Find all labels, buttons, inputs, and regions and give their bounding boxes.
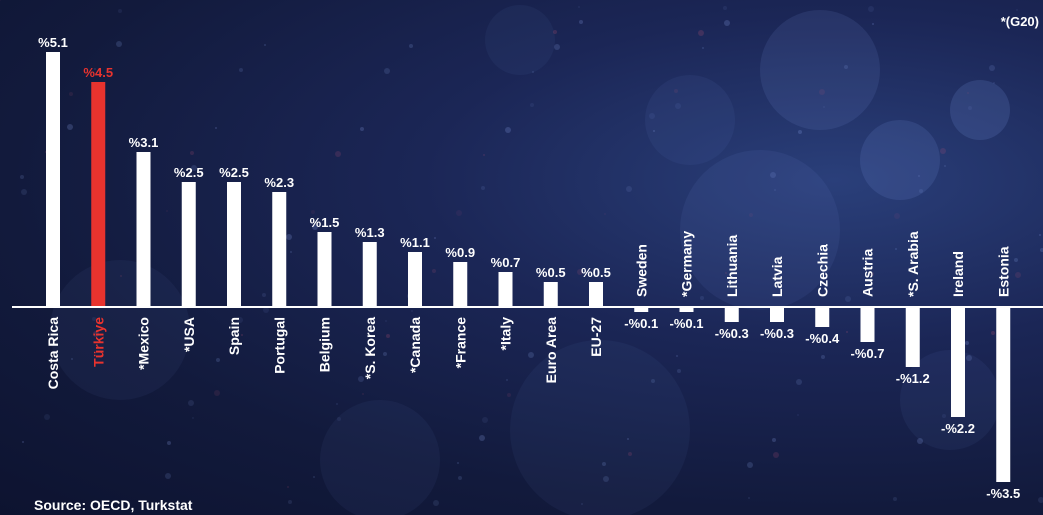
category-label: Costa Rica [45, 317, 61, 390]
bar [408, 252, 422, 307]
bar [181, 182, 196, 307]
bar [770, 307, 784, 322]
value-label: -%0.4 [805, 331, 840, 346]
bar [905, 307, 920, 367]
bar [453, 262, 468, 307]
category-label: *Mexico [136, 317, 152, 370]
bar [136, 152, 151, 307]
value-label: %1.5 [310, 215, 340, 230]
bar [724, 307, 739, 322]
category-label: Türkiye [90, 317, 106, 367]
category-label: Austria [860, 249, 876, 297]
value-label: %2.5 [219, 165, 249, 180]
category-label: *Germany [679, 231, 695, 297]
category-label: *France [452, 317, 468, 369]
bar [498, 272, 513, 307]
category-label: Euro Area [543, 317, 559, 384]
source-note: Source: OECD, Turkstat [34, 497, 193, 513]
category-label: Ireland [950, 251, 966, 297]
bar [679, 307, 694, 312]
value-label: -%3.5 [986, 486, 1020, 501]
bar [362, 242, 377, 307]
category-label: *USA [181, 317, 197, 352]
category-label: *Canada [407, 317, 423, 373]
value-label: %3.1 [129, 135, 159, 150]
category-label: *S. Arabia [905, 231, 921, 297]
category-label: Estonia [995, 246, 1011, 297]
value-label: %0.5 [581, 265, 611, 280]
bar [91, 82, 106, 307]
value-label: -%0.1 [624, 316, 658, 331]
value-label: %0.9 [445, 245, 475, 260]
category-label: Sweden [633, 244, 649, 297]
bar [272, 192, 287, 307]
value-label: %0.5 [536, 265, 566, 280]
bar [815, 307, 830, 327]
value-label: %1.3 [355, 225, 385, 240]
value-label: -%0.1 [670, 316, 704, 331]
category-label: EU-27 [588, 317, 604, 357]
bar [951, 307, 965, 417]
value-label: %0.7 [491, 255, 521, 270]
category-label: Czechia [814, 244, 830, 297]
value-label: %1.1 [400, 235, 430, 250]
g20-footnote: *(G20) [1000, 14, 1039, 29]
bar [860, 307, 875, 342]
bar [996, 307, 1011, 482]
value-label: %5.1 [38, 35, 68, 50]
value-label: -%2.2 [941, 421, 975, 436]
value-label: -%0.7 [851, 346, 885, 361]
category-label: Belgium [317, 317, 333, 372]
value-label: %2.3 [264, 175, 294, 190]
category-label: Lithuania [724, 235, 740, 297]
value-label: %4.5 [83, 65, 113, 80]
value-label: -%1.2 [896, 371, 930, 386]
value-label: %2.5 [174, 165, 204, 180]
value-label: -%0.3 [715, 326, 749, 341]
bar [227, 182, 241, 307]
bar [589, 282, 603, 307]
bar [634, 307, 649, 312]
bar [317, 232, 332, 307]
category-label: Portugal [271, 317, 287, 374]
bar [543, 282, 558, 307]
category-label: *Italy [498, 317, 514, 351]
category-label: Spain [226, 317, 242, 355]
value-label: -%0.3 [760, 326, 794, 341]
bar [46, 52, 60, 307]
category-label: *S. Korea [362, 317, 378, 379]
category-label: Latvia [769, 256, 785, 297]
